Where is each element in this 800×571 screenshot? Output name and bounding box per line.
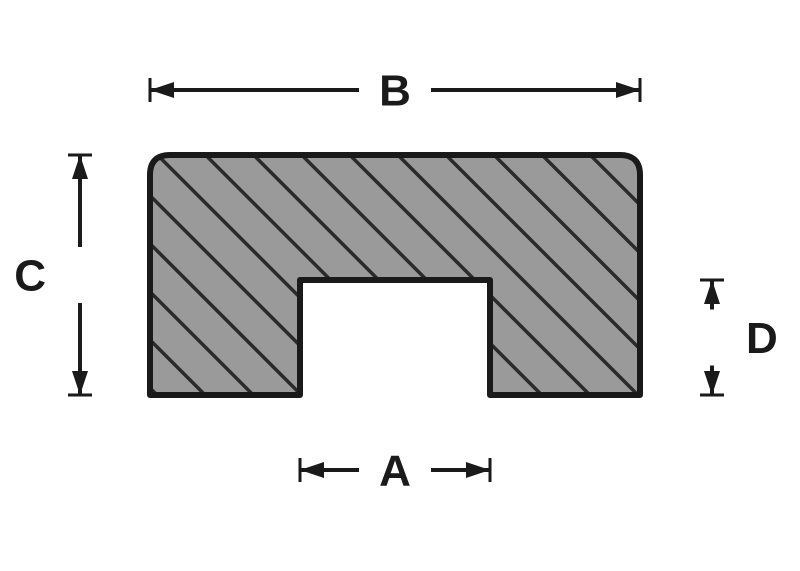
arrowhead-icon: [300, 462, 324, 478]
arrowhead-icon: [466, 462, 490, 478]
arrowhead-icon: [616, 82, 640, 98]
dimension-label-b: B: [379, 66, 411, 115]
arrowhead-icon: [72, 371, 88, 395]
dimension-label-a: A: [379, 446, 411, 495]
arrowhead-icon: [704, 280, 720, 304]
arrowhead-icon: [72, 155, 88, 179]
diagram-svg: B A C D: [0, 0, 800, 571]
arrowhead-icon: [150, 82, 174, 98]
dimension-label-d: D: [746, 314, 778, 363]
profile-cross-section: [150, 155, 640, 395]
dimension-label-c: C: [14, 251, 46, 300]
arrowhead-icon: [704, 371, 720, 395]
